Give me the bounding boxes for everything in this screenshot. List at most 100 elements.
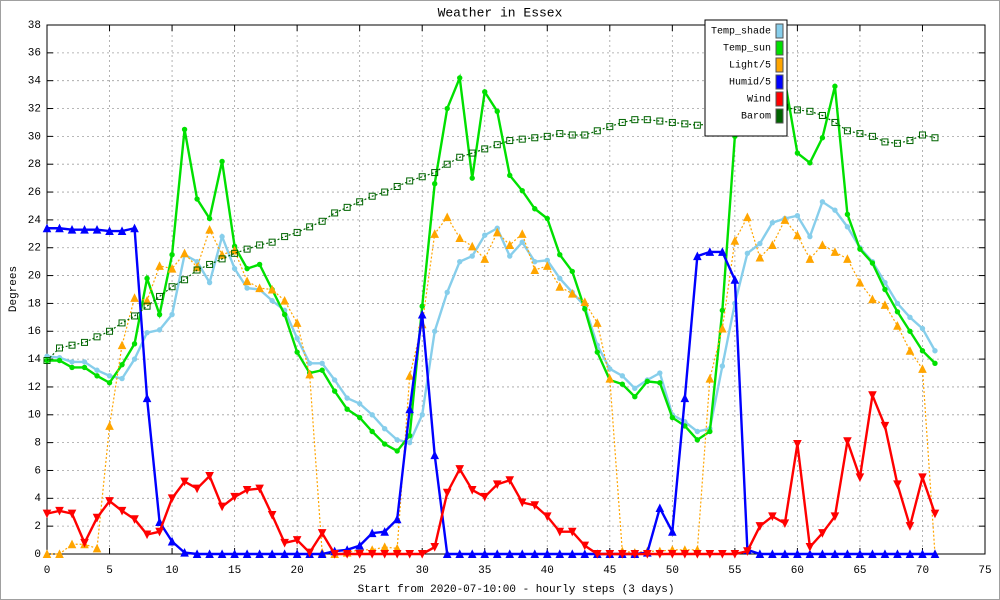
point	[256, 241, 264, 249]
point	[893, 139, 901, 147]
point	[442, 549, 452, 558]
point	[256, 261, 263, 268]
point	[532, 206, 538, 212]
point	[42, 509, 52, 519]
point	[417, 550, 427, 559]
point	[206, 260, 214, 268]
x-tick-label: 15	[228, 565, 241, 577]
point	[818, 529, 827, 538]
point	[530, 265, 540, 275]
point	[430, 450, 440, 460]
point	[405, 550, 415, 559]
point	[380, 527, 389, 536]
point	[419, 412, 425, 418]
point	[780, 519, 790, 528]
point	[442, 212, 452, 222]
point	[55, 549, 64, 558]
point	[932, 348, 938, 354]
point	[405, 404, 415, 414]
point	[780, 549, 790, 558]
point	[730, 275, 740, 284]
point	[519, 187, 525, 194]
series-line	[47, 215, 936, 555]
x-tick-label: 10	[165, 565, 178, 577]
point	[444, 289, 450, 295]
point	[143, 302, 151, 310]
point	[181, 126, 188, 133]
point	[292, 549, 302, 558]
point	[606, 123, 614, 131]
point	[532, 258, 538, 265]
point	[793, 440, 802, 449]
point	[567, 289, 577, 298]
point	[92, 543, 102, 553]
point	[668, 550, 677, 559]
point	[142, 393, 152, 403]
point	[930, 509, 940, 519]
point	[456, 153, 464, 161]
point	[480, 549, 490, 558]
point	[567, 549, 577, 558]
point	[467, 485, 477, 495]
point	[392, 514, 402, 524]
point	[605, 373, 615, 383]
point	[342, 550, 352, 559]
point	[280, 296, 289, 305]
point	[43, 356, 51, 364]
y-tick-label: 6	[34, 465, 41, 477]
point	[818, 111, 826, 119]
point	[81, 338, 89, 346]
point	[843, 437, 852, 446]
point	[619, 373, 626, 379]
x-tick-label: 70	[916, 565, 929, 577]
point	[794, 213, 801, 219]
point	[919, 348, 926, 354]
point	[793, 106, 801, 114]
point	[769, 219, 776, 226]
point	[205, 472, 214, 481]
point	[105, 421, 114, 430]
point	[131, 341, 138, 347]
point	[467, 241, 477, 251]
point	[818, 240, 827, 249]
point	[793, 230, 802, 240]
point	[643, 116, 651, 124]
point	[844, 224, 851, 230]
point	[418, 173, 426, 181]
point	[618, 118, 626, 126]
point	[594, 349, 600, 355]
point	[557, 275, 563, 282]
y-tick-label: 36	[28, 48, 41, 60]
point	[894, 300, 901, 307]
point	[381, 441, 388, 447]
point	[130, 515, 139, 524]
point	[705, 550, 715, 559]
point	[905, 549, 915, 558]
y-tick-label: 32	[28, 103, 41, 115]
point	[69, 364, 75, 371]
point	[468, 149, 476, 157]
y-tick-label: 18	[28, 298, 41, 310]
point	[432, 328, 438, 334]
point	[369, 412, 375, 418]
point	[430, 229, 440, 238]
point	[932, 360, 938, 366]
point	[831, 118, 839, 126]
point	[455, 549, 465, 558]
point	[730, 236, 740, 245]
point	[55, 506, 64, 516]
point	[142, 530, 152, 540]
point	[367, 550, 377, 559]
point	[505, 549, 515, 558]
y-tick-label: 34	[28, 76, 42, 88]
point	[555, 549, 565, 558]
point	[807, 233, 813, 240]
point	[581, 131, 589, 139]
point	[444, 105, 450, 112]
point	[106, 373, 113, 379]
point	[893, 549, 902, 558]
point	[230, 492, 239, 502]
point	[192, 484, 202, 494]
point	[119, 361, 125, 368]
legend-label: Wind	[747, 94, 771, 106]
